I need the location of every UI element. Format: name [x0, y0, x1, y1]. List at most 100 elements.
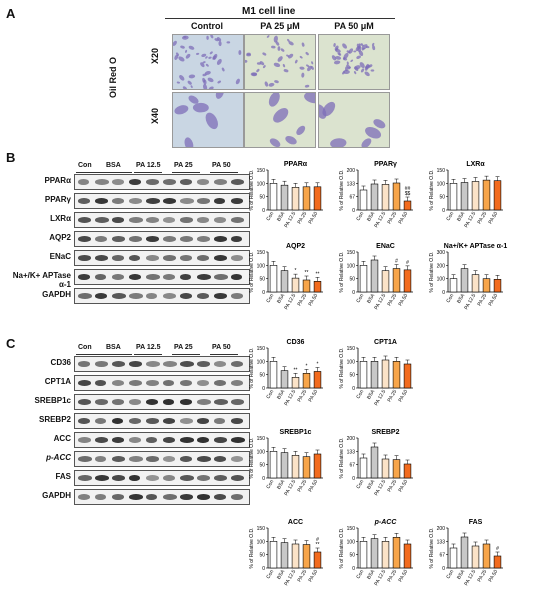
chart-category-label: BSA: [276, 292, 287, 304]
chart-bar: [381, 458, 390, 479]
cell: [360, 68, 365, 73]
blot-c-blot-strip: [74, 375, 250, 391]
chart-bar: [460, 536, 469, 569]
chart-y-label: % of Relative O.D.: [339, 347, 345, 388]
chart-y-tick-label: 100: [347, 263, 356, 269]
blot-b-band: [163, 236, 177, 242]
cell: [364, 65, 368, 71]
blot-b-blot-strip: [74, 174, 250, 190]
chart-bar: [269, 361, 278, 389]
chart-bar: [313, 453, 322, 479]
cell: [175, 52, 179, 56]
blot-b-band: [146, 198, 160, 204]
chart-y-label: % of Relative O.D.: [339, 251, 345, 292]
chart-y-tick-label: 50: [259, 277, 265, 283]
blot-c-band: [112, 456, 125, 462]
blot-c-band: [129, 494, 143, 500]
chart-title: CPT1A: [374, 339, 397, 346]
chart-significance-label: ##: [405, 186, 411, 192]
chart-category-label: PA 12.5: [373, 293, 387, 311]
chart-bar: [392, 537, 401, 569]
chart-category-label: Con: [265, 293, 275, 304]
chart-y-tick-label: 50: [259, 373, 265, 379]
chart-y-tick-label: 300: [437, 250, 446, 256]
blot-c-band: [231, 475, 244, 481]
cell: [269, 138, 281, 147]
blot-c-protein-label: SREBP1c: [34, 396, 71, 405]
chart-y-label: % of Relative O.D.: [339, 527, 345, 568]
chart-bar: [460, 268, 469, 293]
chart-y-tick-label: 133: [347, 449, 356, 455]
panel-a-title: M1 cell line: [242, 6, 296, 17]
chart-bar: [493, 279, 502, 293]
chart-title: FAS: [469, 519, 483, 526]
chart-significance-label: $$: [405, 191, 411, 197]
chart-y-tick-label: 50: [259, 553, 265, 559]
chart-y-tick-label: 0: [352, 476, 355, 482]
chart-bar: [370, 259, 379, 293]
chart-y-tick-label: 150: [257, 168, 266, 174]
blot-b-protein-label: PPARα: [44, 176, 71, 185]
chart-y-tick-label: 67: [439, 553, 445, 559]
cell: [273, 108, 289, 123]
cell: [347, 66, 351, 70]
chart-bar: [370, 361, 379, 389]
blot-b-band: [197, 198, 211, 204]
micrograph-control-x20: [172, 34, 244, 90]
chart-bar: [359, 457, 368, 479]
cell: [346, 61, 349, 65]
blot-c-blot-strip: [74, 356, 250, 372]
chart-y-tick-label: 200: [437, 263, 446, 269]
cell: [294, 59, 298, 64]
cell: [301, 42, 305, 47]
blot-c-band: [129, 380, 143, 386]
chart-title: Na+/K+ APTase α-1: [444, 243, 508, 250]
blot-c-band: [78, 361, 91, 367]
blot-b-band: [231, 179, 244, 185]
chart-bar: [493, 180, 502, 211]
blot-c-protein-label: CD36: [50, 358, 71, 367]
blot-c-band: [129, 418, 141, 424]
cell: [206, 35, 209, 40]
chart-category-label: BSA: [276, 478, 287, 490]
chart-y-tick-label: 100: [347, 359, 356, 365]
cell: [188, 74, 196, 79]
chart-bar: [482, 543, 491, 569]
chart-title: LXRα: [466, 161, 485, 168]
blot-c-blot-strip: [74, 489, 250, 505]
blot-b-band: [231, 236, 243, 242]
blot-b-band: [231, 217, 244, 223]
cell: [183, 36, 187, 39]
chart-category-label: PA 50: [308, 569, 320, 583]
blot-b-band: [146, 255, 159, 261]
blot-b-band: [214, 236, 227, 242]
cell: [188, 95, 199, 104]
cell: [274, 80, 279, 84]
blot-c-band: [129, 399, 142, 405]
chart-y-tick-label: 150: [347, 346, 356, 352]
micrograph-control-x40: [172, 92, 244, 148]
chart-bar: [449, 547, 458, 569]
chart-bar: [403, 363, 412, 389]
chart-category-label: Con: [445, 293, 455, 304]
chart-bar: [493, 555, 502, 569]
cell: [235, 78, 240, 85]
blot-c-lane-label: PA 50: [212, 344, 231, 351]
cell: [208, 56, 212, 59]
chart-y-label: % of Relative O.D.: [429, 527, 435, 568]
chart-bar: [482, 179, 491, 211]
blot-b-band: [163, 198, 176, 204]
chart-category-label: PA 25: [297, 569, 309, 583]
blot-c-band: [214, 399, 228, 405]
chart-category-label: PA 25: [477, 569, 489, 583]
chart-bar: [392, 361, 401, 389]
blot-b-band: [180, 236, 193, 242]
blot-b-band: [78, 236, 91, 242]
chart-category-label: Con: [355, 389, 365, 400]
blot-c-band: [78, 380, 91, 386]
chart-bar: [392, 268, 401, 293]
chart-category-label: PA 12.5: [373, 211, 387, 229]
blot-b-band: [78, 255, 92, 261]
blot-c-band: [129, 437, 141, 443]
cell: [203, 79, 207, 85]
